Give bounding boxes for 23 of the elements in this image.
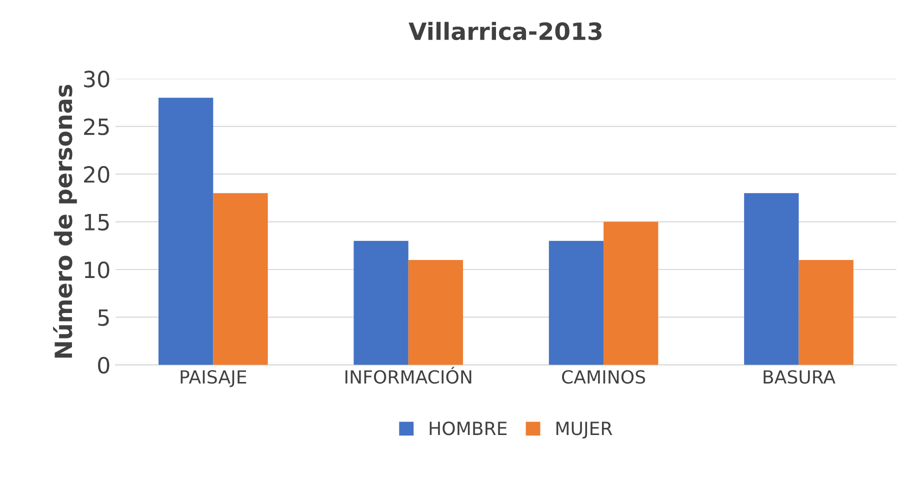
y-tick-label: 25 (84, 118, 109, 136)
y-tick-label: 5 (98, 309, 109, 326)
y-tick-label: 30 (84, 70, 110, 88)
y-tick-label: 10 (84, 261, 110, 278)
bar (604, 222, 658, 365)
bar (158, 98, 214, 365)
x-tick-label: INFORMACIÓN (346, 366, 472, 384)
bar (548, 240, 604, 365)
y-tick-label: 20 (84, 166, 110, 183)
legend-label: HOMBRE (430, 422, 507, 436)
y-tick-label: 15 (84, 214, 109, 231)
bar (354, 240, 408, 365)
bar (798, 260, 854, 365)
chart-title: Villarrica-2013 (408, 22, 602, 40)
x-tick-label: BASURA (764, 370, 836, 384)
x-tick-label: PAISAJE (180, 370, 246, 388)
y-axis-title: Número de personas (53, 84, 77, 358)
y-tick-label: 0 (98, 356, 110, 374)
bar (408, 260, 464, 365)
bar (213, 193, 268, 365)
bar (744, 193, 799, 365)
legend-label: MUJER (556, 422, 612, 439)
x-tick-label: CAMINOS (562, 370, 646, 384)
